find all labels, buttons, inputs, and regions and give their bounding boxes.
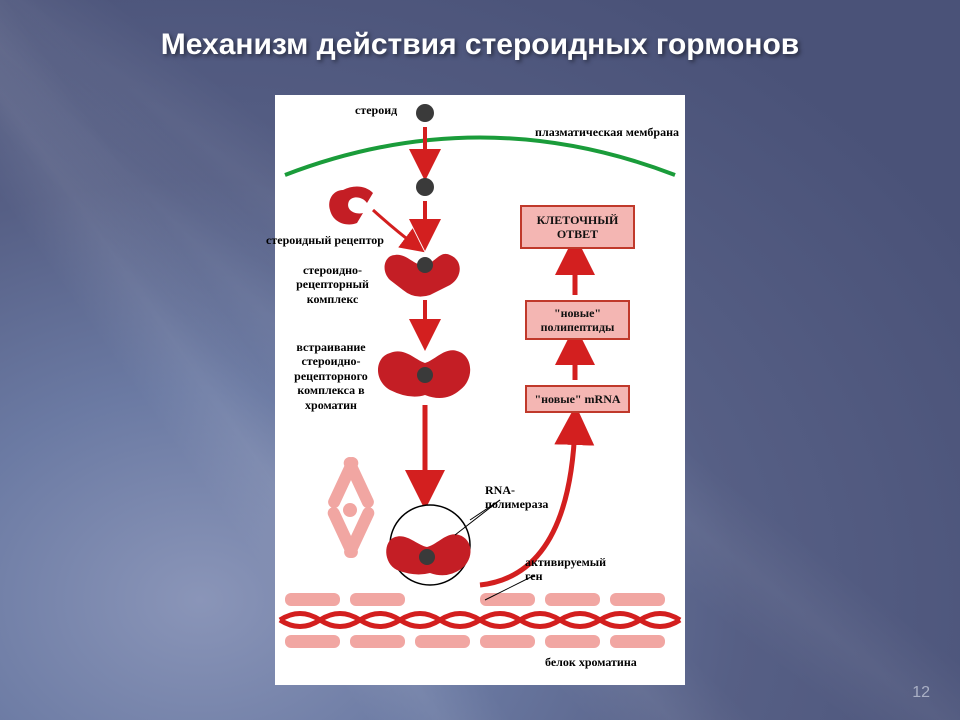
steroid-receptor-shape <box>329 187 373 225</box>
complex-inserting <box>378 350 470 398</box>
chromatin-rods-top <box>285 593 665 606</box>
label-complex: стероидно- рецепторный комплекс <box>285 263 380 306</box>
box-cell-response: КЛЕТОЧНЫЙ ОТВЕТ <box>520 205 635 249</box>
plasma-membrane <box>285 138 675 176</box>
label-chromatin-protein: белок хроматина <box>545 655 637 669</box>
label-steroid: стероид <box>355 103 397 117</box>
dna-helix <box>280 614 680 627</box>
label-membrane: плазматическая мембрана <box>535 125 679 139</box>
page-number: 12 <box>912 684 930 702</box>
slide-title: Механизм действия стероидных гормонов <box>0 28 960 62</box>
steroid-outside <box>416 104 434 122</box>
box-new-polypeptides: "новые" полипептиды <box>525 300 630 340</box>
label-receptor: стероидный рецептор <box>265 233 385 247</box>
chromatin-rods-bottom <box>285 635 665 648</box>
diagram-figure: стероид плазматическая мембрана стероидн… <box>275 95 685 685</box>
label-rna-polymerase: RNA- полимераза <box>485 483 575 512</box>
label-insertion: встраивание стероидно- рецепторного комп… <box>281 340 381 412</box>
chromosome-shape <box>326 455 377 560</box>
steroid-inside <box>416 178 434 196</box>
box-new-mrna: "новые" mRNA <box>525 385 630 413</box>
label-activated-gene: активируемый ген <box>525 555 625 584</box>
steroid-receptor-complex <box>385 254 460 297</box>
